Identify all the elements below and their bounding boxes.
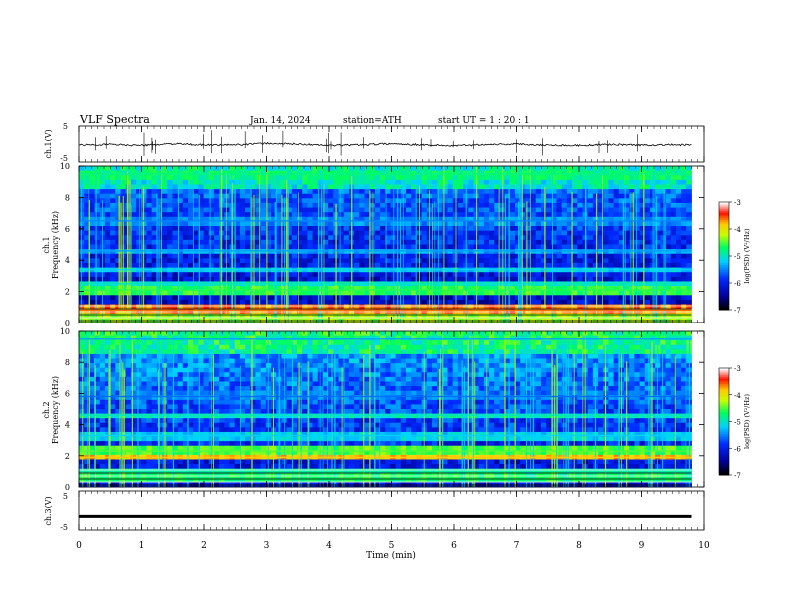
time-tick-label: 10 [698, 541, 710, 551]
colorbar-tick-label: -3 [734, 365, 741, 373]
ch1-ytick-bottom: -5 [60, 154, 68, 163]
freq-tick-label: 6 [65, 225, 70, 234]
ch3-waveform-ylabel: ch.3(V) [44, 496, 53, 525]
time-tick-label: 9 [639, 541, 645, 551]
colorbar-tick-label: -4 [734, 392, 741, 400]
freq-tick-label: 2 [65, 288, 70, 297]
freq-tick-label: 10 [60, 162, 70, 171]
ch3-waveform-panel: 5 -5 ch.3(V) [44, 490, 705, 532]
ch2-channel-label: ch.2 [42, 401, 51, 418]
freq-tick-label: 2 [65, 452, 70, 461]
time-tick-label: 7 [514, 541, 520, 551]
time-axis-label: Time (min) [366, 550, 416, 561]
ch3-ytick-bottom: -5 [60, 523, 68, 532]
ch1-channel-label: ch.1 [42, 236, 51, 253]
ch2-freq-ticks: 0 2 4 6 8 10 [60, 327, 704, 492]
ch1-waveform-trace [78, 130, 692, 156]
freq-tick-label: 6 [65, 389, 70, 398]
ch2-spectrogram-image [79, 331, 704, 488]
colorbar-tick-label: -7 [734, 472, 741, 480]
ch1-waveform-ylabel: ch.1(V) [44, 129, 53, 158]
colorbar-tick-label: -7 [734, 307, 741, 315]
colorbar-tick-label: -4 [734, 226, 741, 234]
time-tick-label: 0 [76, 541, 82, 551]
time-tick-label: 4 [326, 541, 332, 551]
date-label: Jan. 14, 2024 [249, 116, 311, 126]
colorbar-tick-label: -5 [734, 253, 741, 261]
freq-tick-label: 8 [65, 193, 70, 202]
time-tick-label: 3 [264, 541, 270, 551]
freq-tick-label: 0 [65, 319, 70, 328]
freq-tick-label: 0 [65, 483, 70, 492]
time-tick-label: 5 [389, 541, 395, 551]
colorbar-tick-label: -6 [734, 445, 741, 453]
panel-gap [79, 323, 704, 331]
time-tick-label: 2 [201, 541, 207, 551]
ch3-ytick-top: 5 [63, 492, 68, 501]
time-axis: 0 1 2 3 4 5 6 7 8 9 10 [76, 126, 710, 551]
freq-tick-label: 8 [65, 358, 70, 367]
ch2-spectrogram-panel: 0 2 4 6 8 10 ch.2 Frequency (kHz) [42, 327, 705, 492]
colorbar-label: log(PSD) (V²/Hz) [743, 394, 751, 449]
ch1-freq-ylabel: Frequency (kHz) [51, 211, 60, 279]
figure-title: VLF Spectra [79, 113, 150, 126]
colorbar-tick-label: -3 [734, 199, 741, 207]
freq-tick-label: 4 [65, 421, 70, 430]
freq-tick-label: 4 [65, 256, 70, 265]
waveform-line [78, 141, 692, 147]
time-tick-label: 1 [139, 541, 145, 551]
ch2-freq-ylabel: Frequency (kHz) [51, 376, 60, 444]
ch1-colorbar: -3 -4 -5 -6 -7 log(PSD) (V²/Hz) [718, 199, 751, 315]
ch1-waveform-panel: 5 -5 ch.1(V) [44, 122, 705, 163]
ch1-ytick-top: 5 [63, 122, 68, 131]
start-time-label: start UT = 1 : 20 : 1 [438, 116, 530, 126]
station-label: station=ATH [343, 116, 402, 126]
colorbar-tick-label: -6 [734, 280, 741, 288]
colorbar-tick-label: -5 [734, 419, 741, 427]
colorbar-label: log(PSD) (V²/Hz) [743, 228, 751, 283]
time-tick-label: 8 [576, 541, 582, 551]
ch1-spectrogram-panel: 0 2 4 6 8 10 ch.1 Frequency (kHz) [42, 162, 705, 328]
ch1-spectrogram-image [79, 166, 704, 324]
freq-tick-label: 10 [60, 327, 70, 336]
ch2-colorbar: -3 -4 -5 -6 -7 log(PSD) (V²/Hz) [718, 365, 751, 480]
time-tick-label: 6 [451, 541, 457, 551]
